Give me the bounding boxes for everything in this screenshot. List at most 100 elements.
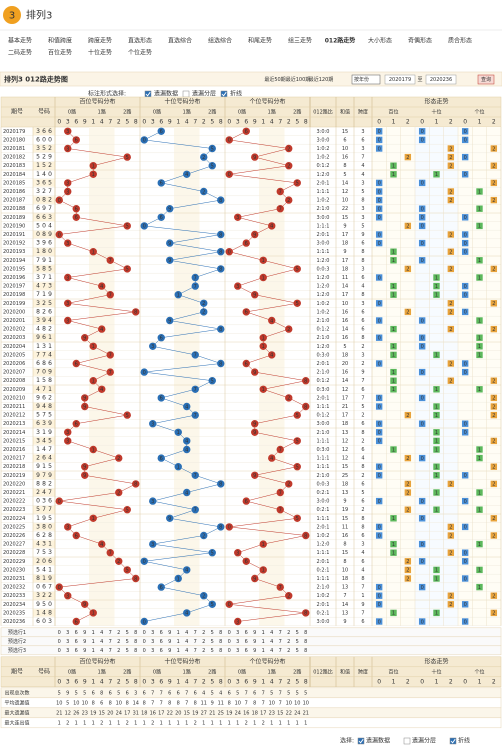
preview-digit[interactable]: 1 bbox=[177, 639, 180, 645]
range-start[interactable]: 2020179 bbox=[389, 77, 411, 83]
preview-digit[interactable]: 6 bbox=[245, 648, 248, 654]
preview-digit[interactable]: 6 bbox=[245, 630, 248, 636]
preview-digit[interactable]: 7 bbox=[279, 630, 282, 636]
preview-digit[interactable]: 4 bbox=[270, 630, 273, 636]
option-label[interactable]: 遗漏数据 bbox=[154, 90, 178, 98]
nav-tab[interactable]: 大小形态 bbox=[368, 37, 392, 45]
preview-digit[interactable]: 1 bbox=[262, 639, 265, 645]
recent-link[interactable]: 最近100期 bbox=[286, 76, 311, 83]
preview-digit[interactable]: 4 bbox=[100, 648, 103, 654]
preview-digit[interactable]: 0 bbox=[228, 630, 231, 636]
preview-digit[interactable]: 3 bbox=[151, 639, 154, 645]
preview-digit[interactable]: 9 bbox=[253, 639, 256, 645]
preview-digit[interactable]: 8 bbox=[134, 630, 137, 636]
preview-digit[interactable]: 2 bbox=[117, 639, 120, 645]
query-button[interactable]: 查询 bbox=[481, 76, 491, 83]
preview-digit[interactable]: 8 bbox=[219, 639, 222, 645]
nav-tab[interactable]: 和值跨度 bbox=[48, 37, 72, 45]
preview-digit[interactable]: 4 bbox=[185, 648, 188, 654]
preview-digit[interactable]: 4 bbox=[270, 639, 273, 645]
preview-digit[interactable]: 9 bbox=[168, 630, 171, 636]
option-label[interactable]: 遗漏分层 bbox=[192, 90, 216, 98]
preview-digit[interactable]: 1 bbox=[92, 648, 95, 654]
preview-digit[interactable]: 0 bbox=[143, 648, 146, 654]
preview-digit[interactable]: 5 bbox=[296, 639, 299, 645]
preview-digit[interactable]: 2 bbox=[202, 630, 205, 636]
nav-tab[interactable]: 十位走势 bbox=[88, 49, 112, 57]
preview-digit[interactable]: 2 bbox=[117, 648, 120, 654]
nav-tab[interactable]: 奇偶形态 bbox=[408, 37, 432, 45]
preview-digit[interactable]: 2 bbox=[202, 648, 205, 654]
preview-digit[interactable]: 5 bbox=[211, 639, 214, 645]
preview-digit[interactable]: 3 bbox=[66, 639, 69, 645]
preview-digit[interactable]: 2 bbox=[202, 639, 205, 645]
preview-digit[interactable]: 5 bbox=[126, 630, 129, 636]
footer-option[interactable]: 遗漏分层 bbox=[412, 737, 436, 745]
preview-digit[interactable]: 7 bbox=[194, 639, 197, 645]
preview-digit[interactable]: 7 bbox=[194, 648, 197, 654]
preview-digit[interactable]: 5 bbox=[211, 630, 214, 636]
preview-digit[interactable]: 4 bbox=[100, 630, 103, 636]
preview-digit[interactable]: 1 bbox=[92, 630, 95, 636]
recent-link[interactable]: 最近120期 bbox=[309, 76, 334, 83]
nav-tab[interactable]: 组三走势 bbox=[288, 37, 312, 45]
nav-tab[interactable]: 跨度走势 bbox=[88, 37, 112, 45]
preview-digit[interactable]: 3 bbox=[151, 630, 154, 636]
preview-digit[interactable]: 8 bbox=[219, 630, 222, 636]
preview-digit[interactable]: 1 bbox=[262, 630, 265, 636]
preview-digit[interactable]: 9 bbox=[168, 648, 171, 654]
preview-digit[interactable]: 9 bbox=[253, 648, 256, 654]
preview-digit[interactable]: 8 bbox=[219, 648, 222, 654]
preview-digit[interactable]: 6 bbox=[75, 630, 78, 636]
preview-digit[interactable]: 4 bbox=[185, 639, 188, 645]
nav-tab[interactable]: 百位走势 bbox=[48, 49, 72, 57]
preview-digit[interactable]: 9 bbox=[253, 630, 256, 636]
preview-digit[interactable]: 8 bbox=[134, 648, 137, 654]
preview-digit[interactable]: 0 bbox=[143, 630, 146, 636]
nav-tab[interactable]: 和尾走势 bbox=[248, 37, 272, 45]
preview-digit[interactable]: 0 bbox=[58, 639, 61, 645]
preview-digit[interactable]: 9 bbox=[83, 639, 86, 645]
nav-tab[interactable]: 组选综合 bbox=[208, 37, 232, 45]
preview-digit[interactable]: 2 bbox=[287, 630, 290, 636]
preview-digit[interactable]: 4 bbox=[185, 630, 188, 636]
preview-digit[interactable]: 3 bbox=[151, 648, 154, 654]
preview-digit[interactable]: 7 bbox=[194, 630, 197, 636]
preview-digit[interactable]: 2 bbox=[117, 630, 120, 636]
option-label[interactable]: 折线 bbox=[230, 90, 242, 98]
nav-tab[interactable]: 直选综合 bbox=[168, 37, 192, 45]
preview-digit[interactable]: 7 bbox=[109, 648, 112, 654]
preview-digit[interactable]: 7 bbox=[279, 648, 282, 654]
preview-digit[interactable]: 8 bbox=[134, 639, 137, 645]
footer-option[interactable]: 遗漏数据 bbox=[366, 737, 390, 745]
preview-digit[interactable]: 5 bbox=[296, 648, 299, 654]
footer-option[interactable]: 折线 bbox=[458, 737, 470, 745]
preview-digit[interactable]: 3 bbox=[66, 630, 69, 636]
preview-digit[interactable]: 9 bbox=[83, 630, 86, 636]
preview-digit[interactable]: 4 bbox=[270, 648, 273, 654]
preview-digit[interactable]: 1 bbox=[262, 648, 265, 654]
preview-digit[interactable]: 6 bbox=[160, 630, 163, 636]
range-end[interactable]: 2020236 bbox=[430, 77, 452, 83]
nav-tab[interactable]: 012路走势 bbox=[325, 37, 356, 45]
preview-digit[interactable]: 6 bbox=[75, 639, 78, 645]
preview-digit[interactable]: 8 bbox=[304, 648, 307, 654]
preview-digit[interactable]: 5 bbox=[126, 648, 129, 654]
preview-digit[interactable]: 2 bbox=[287, 648, 290, 654]
preview-digit[interactable]: 0 bbox=[58, 648, 61, 654]
preview-digit[interactable]: 1 bbox=[177, 648, 180, 654]
preview-digit[interactable]: 3 bbox=[66, 648, 69, 654]
nav-tab[interactable]: 个位走势 bbox=[128, 49, 152, 57]
preview-digit[interactable]: 3 bbox=[236, 639, 239, 645]
preview-digit[interactable]: 3 bbox=[236, 648, 239, 654]
preview-digit[interactable]: 5 bbox=[211, 648, 214, 654]
recent-link[interactable]: 最近50期 bbox=[264, 76, 285, 83]
preview-digit[interactable]: 5 bbox=[296, 630, 299, 636]
preview-digit[interactable]: 3 bbox=[236, 630, 239, 636]
preview-digit[interactable]: 7 bbox=[279, 639, 282, 645]
preview-digit[interactable]: 7 bbox=[109, 630, 112, 636]
preview-digit[interactable]: 8 bbox=[304, 630, 307, 636]
preview-digit[interactable]: 0 bbox=[58, 630, 61, 636]
preview-digit[interactable]: 0 bbox=[143, 639, 146, 645]
nav-tab[interactable]: 直选形态 bbox=[128, 37, 152, 45]
